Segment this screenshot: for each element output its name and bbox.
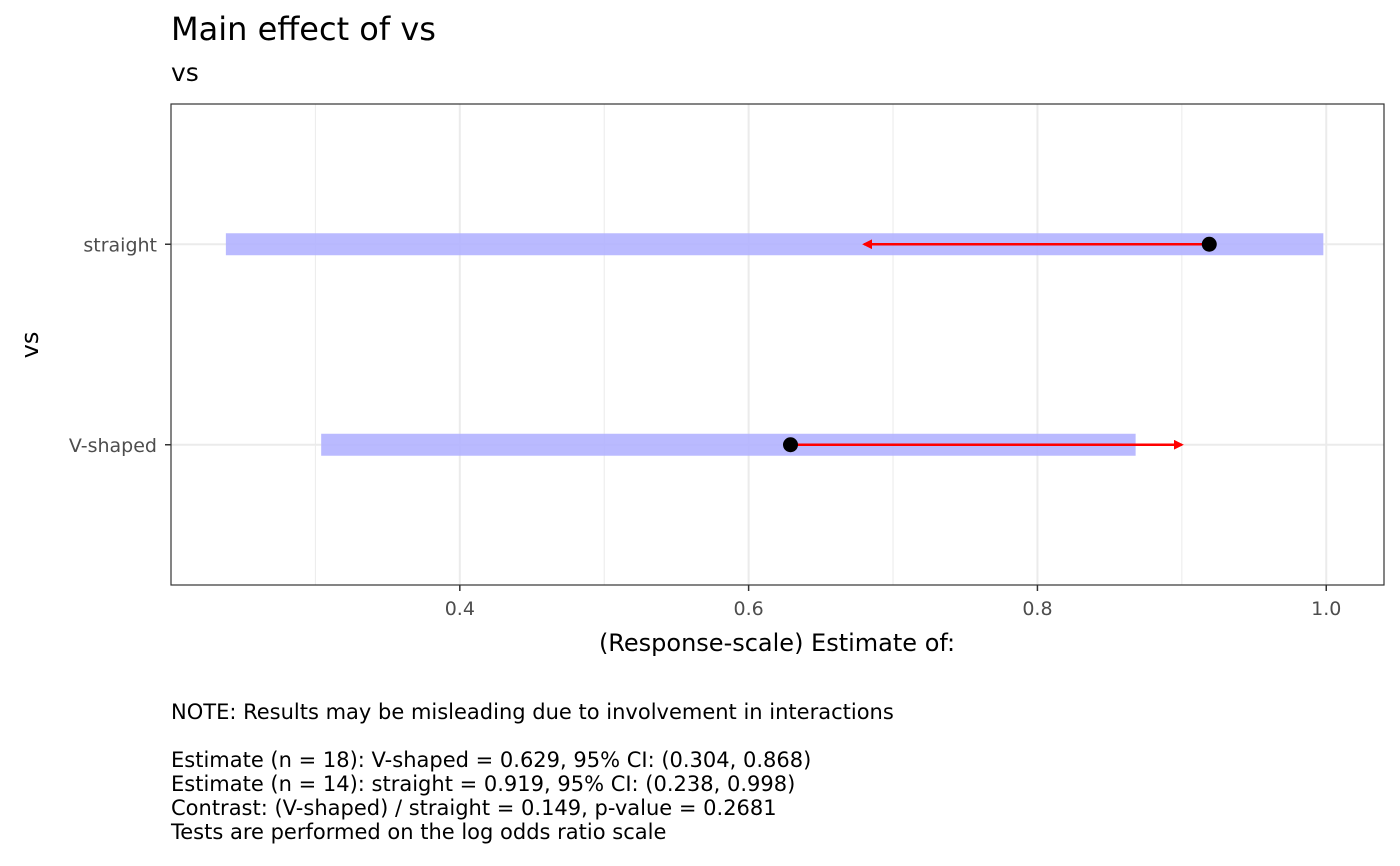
y-axis-label: vs xyxy=(16,332,44,359)
x-tick-label: 0.8 xyxy=(1022,598,1052,620)
contrast-arrows xyxy=(790,239,1210,450)
y-axis: straight V-shaped xyxy=(69,234,171,457)
chart-title: Main effect of vs xyxy=(171,10,436,48)
chart-subtitle: vs xyxy=(171,58,199,87)
caption-line: Tests are performed on the log odds rati… xyxy=(171,820,667,844)
estimate-point-v-shaped xyxy=(782,437,798,453)
grid-lines xyxy=(171,104,1384,585)
x-axis-label: (Response-scale) Estimate of: xyxy=(599,629,955,657)
caption-line: Estimate (n = 18): V-shaped = 0.629, 95%… xyxy=(171,748,812,772)
x-tick-label: 1.0 xyxy=(1311,598,1341,620)
y-tick-label: V-shaped xyxy=(69,435,157,457)
y-tick-label: straight xyxy=(83,234,157,256)
panel-border xyxy=(170,103,1385,586)
x-tick-label: 0.6 xyxy=(734,598,764,620)
ci-band-straight xyxy=(225,233,1324,256)
ci-bands xyxy=(225,233,1324,456)
estimate-points xyxy=(782,236,1217,453)
estimate-point-straight xyxy=(1201,236,1217,252)
ci-band-v-shaped xyxy=(321,433,1136,456)
caption-note: NOTE: Results may be misleading due to i… xyxy=(171,700,894,724)
caption-line: Contrast: (V-shaped) / straight = 0.149,… xyxy=(171,796,777,820)
caption: NOTE: Results may be misleading due to i… xyxy=(171,700,894,844)
x-axis: 0.4 0.6 0.8 1.0 xyxy=(445,585,1341,620)
x-tick-label: 0.4 xyxy=(445,598,475,620)
caption-line: Estimate (n = 14): straight = 0.919, 95%… xyxy=(171,772,796,796)
